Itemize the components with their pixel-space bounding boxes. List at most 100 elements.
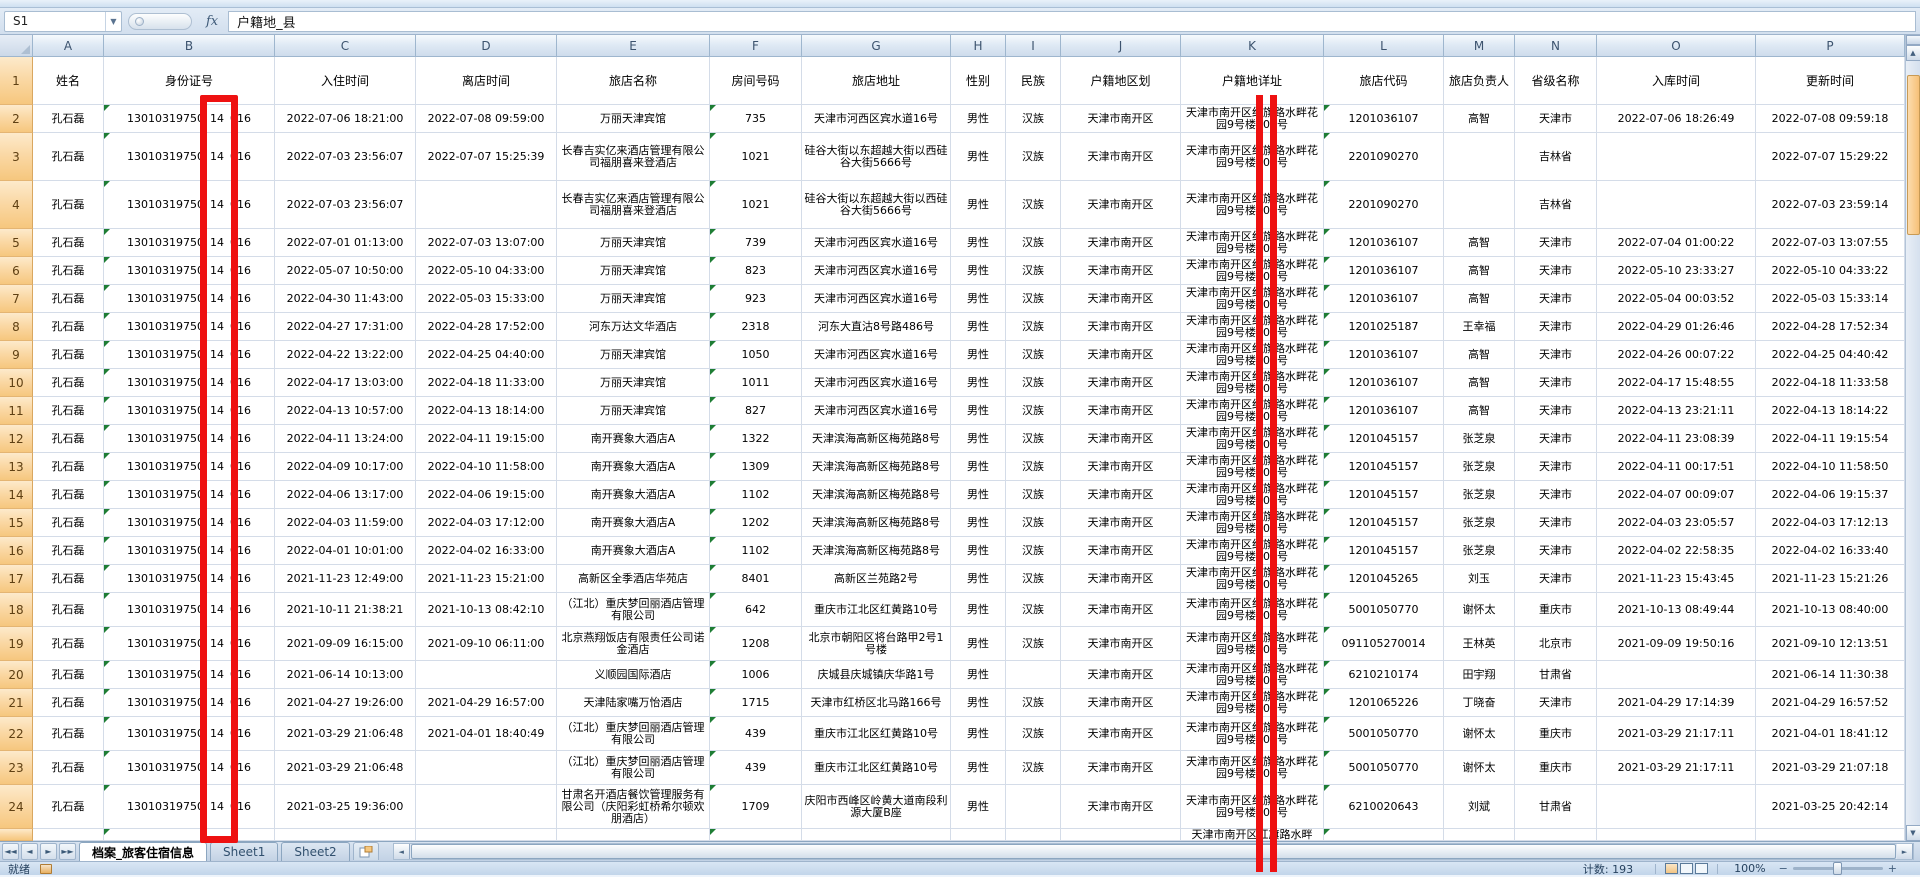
cell-G2[interactable]: 天津市河西区宾水道16号 — [802, 105, 951, 133]
cell-J6[interactable]: 天津市南开区 — [1061, 257, 1181, 285]
cell-O10[interactable]: 2022-04-17 15:48:55 — [1597, 369, 1756, 397]
cell-F14[interactable]: 1102 — [710, 481, 802, 509]
cell-G10[interactable]: 天津市河西区宾水道16号 — [802, 369, 951, 397]
cell-C5[interactable]: 2022-07-01 01:13:00 — [275, 229, 416, 257]
row-header-3[interactable]: 3 — [0, 133, 33, 181]
cell-A5[interactable]: 孔石磊 — [33, 229, 104, 257]
field-header[interactable]: 更新时间 — [1756, 57, 1905, 105]
cell-K6[interactable]: 天津市南开区红旗路水畔花园9号楼101号 — [1181, 257, 1324, 285]
cell-J15[interactable]: 天津市南开区 — [1061, 509, 1181, 537]
cell-J13[interactable]: 天津市南开区 — [1061, 453, 1181, 481]
cell-D24[interactable] — [416, 785, 557, 829]
cell-C10[interactable]: 2022-04-17 13:03:00 — [275, 369, 416, 397]
cell-E2[interactable]: 万丽天津宾馆 — [557, 105, 710, 133]
cell-G5[interactable]: 天津市河西区宾水道16号 — [802, 229, 951, 257]
cell-D15[interactable]: 2022-04-03 17:12:00 — [416, 509, 557, 537]
cell-P14[interactable]: 2022-04-06 19:15:37 — [1756, 481, 1905, 509]
cell-E24[interactable]: 甘肃名开酒店餐饮管理服务有限公司（庆阳彩虹桥希尔顿欢朋酒店） — [557, 785, 710, 829]
cell-E20[interactable]: 义顺园国际酒店 — [557, 661, 710, 689]
cell-L14[interactable]: 1201045157 — [1324, 481, 1444, 509]
cell-A17[interactable]: 孔石磊 — [33, 565, 104, 593]
field-header[interactable]: 入库时间 — [1597, 57, 1756, 105]
cell-L19[interactable]: 091105270014 — [1324, 627, 1444, 661]
cell-O24[interactable] — [1597, 785, 1756, 829]
cell-O22[interactable]: 2021-03-29 21:17:11 — [1597, 717, 1756, 751]
cell-O16[interactable]: 2022-04-02 22:58:35 — [1597, 537, 1756, 565]
cell-D11[interactable]: 2022-04-13 18:14:00 — [416, 397, 557, 425]
row-header-11[interactable]: 11 — [0, 397, 33, 425]
cell-O4[interactable] — [1597, 181, 1756, 229]
cell-E12[interactable]: 南开赛象大酒店A — [557, 425, 710, 453]
cell-P3[interactable]: 2022-07-07 15:29:22 — [1756, 133, 1905, 181]
cell-F16[interactable]: 1102 — [710, 537, 802, 565]
cell-L2[interactable]: 1201036107 — [1324, 105, 1444, 133]
cell-M5[interactable]: 高智 — [1444, 229, 1515, 257]
cell-E11[interactable]: 万丽天津宾馆 — [557, 397, 710, 425]
cell-H6[interactable]: 男性 — [951, 257, 1006, 285]
cell-I19[interactable]: 汉族 — [1006, 627, 1061, 661]
cell-F5[interactable]: 739 — [710, 229, 802, 257]
cell-A8[interactable]: 孔石磊 — [33, 313, 104, 341]
cell-K17[interactable]: 天津市南开区红旗路水畔花园9号楼101号 — [1181, 565, 1324, 593]
field-header[interactable]: 姓名 — [33, 57, 104, 105]
cell-H8[interactable]: 男性 — [951, 313, 1006, 341]
cell-M22[interactable]: 谢怀太 — [1444, 717, 1515, 751]
column-header-J[interactable]: J — [1061, 35, 1181, 57]
cell-partial[interactable] — [33, 829, 104, 841]
cell-F13[interactable]: 1309 — [710, 453, 802, 481]
cell-E15[interactable]: 南开赛象大酒店A — [557, 509, 710, 537]
cell-C8[interactable]: 2022-04-27 17:31:00 — [275, 313, 416, 341]
row-header-17[interactable]: 17 — [0, 565, 33, 593]
cell-A6[interactable]: 孔石磊 — [33, 257, 104, 285]
row-header-7[interactable]: 7 — [0, 285, 33, 313]
cell-D8[interactable]: 2022-04-28 17:52:00 — [416, 313, 557, 341]
cell-D13[interactable]: 2022-04-10 11:58:00 — [416, 453, 557, 481]
tab-next-icon[interactable]: ► — [40, 843, 57, 860]
cell-P8[interactable]: 2022-04-28 17:52:34 — [1756, 313, 1905, 341]
cell-P21[interactable]: 2021-04-29 16:57:52 — [1756, 689, 1905, 717]
cell-J21[interactable]: 天津市南开区 — [1061, 689, 1181, 717]
cell-D12[interactable]: 2022-04-11 19:15:00 — [416, 425, 557, 453]
cell-M12[interactable]: 张芝泉 — [1444, 425, 1515, 453]
row-header-15[interactable]: 15 — [0, 509, 33, 537]
cell-M7[interactable]: 高智 — [1444, 285, 1515, 313]
cell-L8[interactable]: 1201025187 — [1324, 313, 1444, 341]
cell-D23[interactable] — [416, 751, 557, 785]
cell-A10[interactable]: 孔石磊 — [33, 369, 104, 397]
field-header[interactable]: 旅店代码 — [1324, 57, 1444, 105]
field-header[interactable]: 民族 — [1006, 57, 1061, 105]
cell-I21[interactable]: 汉族 — [1006, 689, 1061, 717]
cell-K19[interactable]: 天津市南开区红旗路水畔花园9号楼101号 — [1181, 627, 1324, 661]
column-header-P[interactable]: P — [1756, 35, 1905, 57]
cell-K9[interactable]: 天津市南开区红旗路水畔花园9号楼101号 — [1181, 341, 1324, 369]
cell-F3[interactable]: 1021 — [710, 133, 802, 181]
cell-I14[interactable]: 汉族 — [1006, 481, 1061, 509]
page-break-view-icon[interactable] — [1695, 863, 1708, 874]
cell-E9[interactable]: 万丽天津宾馆 — [557, 341, 710, 369]
cell-O19[interactable]: 2021-09-09 19:50:16 — [1597, 627, 1756, 661]
formula-input[interactable]: 户籍地_县 — [228, 11, 1916, 32]
cell-E14[interactable]: 南开赛象大酒店A — [557, 481, 710, 509]
cell-C16[interactable]: 2022-04-01 10:01:00 — [275, 537, 416, 565]
zoom-in-icon[interactable]: + — [1883, 862, 1902, 875]
cell-P6[interactable]: 2022-05-10 04:33:22 — [1756, 257, 1905, 285]
cell-C19[interactable]: 2021-09-09 16:15:00 — [275, 627, 416, 661]
cell-H11[interactable]: 男性 — [951, 397, 1006, 425]
cell-L10[interactable]: 1201036107 — [1324, 369, 1444, 397]
cell-partial[interactable] — [1515, 829, 1597, 841]
cell-I16[interactable]: 汉族 — [1006, 537, 1061, 565]
cell-F9[interactable]: 1050 — [710, 341, 802, 369]
cell-P9[interactable]: 2022-04-25 04:40:42 — [1756, 341, 1905, 369]
cell-J9[interactable]: 天津市南开区 — [1061, 341, 1181, 369]
cell-G4[interactable]: 硅谷大街以东超越大街以西硅谷大街5666号 — [802, 181, 951, 229]
cell-M4[interactable] — [1444, 181, 1515, 229]
cell-G20[interactable]: 庆城县庆城镇庆华路1号 — [802, 661, 951, 689]
row-header-6[interactable]: 6 — [0, 257, 33, 285]
cell-N4[interactable]: 吉林省 — [1515, 181, 1597, 229]
